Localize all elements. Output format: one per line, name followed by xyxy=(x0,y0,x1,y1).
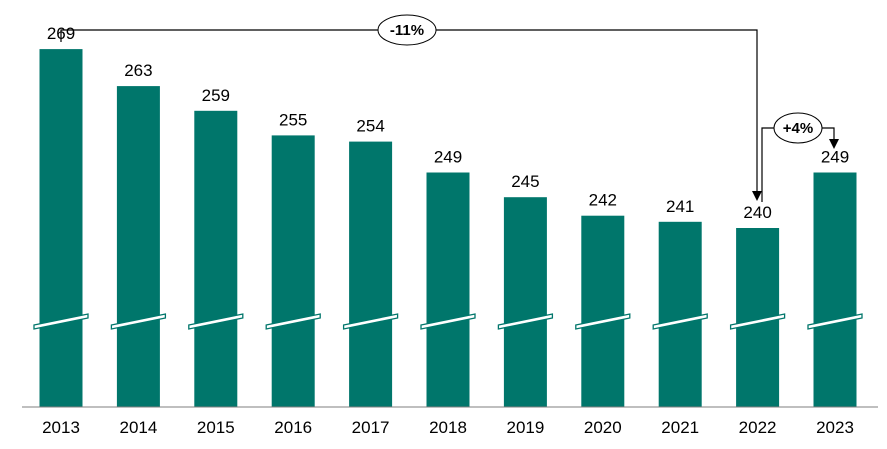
axis-break-2015 xyxy=(188,313,244,330)
axis-break-2014 xyxy=(110,313,167,330)
x-tick-2016: 2016 xyxy=(274,418,312,437)
axis-break-2018 xyxy=(420,313,476,330)
x-tick-2023: 2023 xyxy=(816,418,854,437)
bar-2020 xyxy=(581,215,625,407)
axis-break-2013 xyxy=(33,313,89,330)
axis-break-marks xyxy=(33,313,863,330)
arrow-head-2023 xyxy=(829,139,839,149)
change-pill-short xyxy=(773,112,823,144)
axis-break-2019 xyxy=(497,313,554,330)
value-label-2019: 245 xyxy=(511,172,539,191)
x-tick-2019: 2019 xyxy=(506,418,544,437)
x-tick-2013: 2013 xyxy=(42,418,80,437)
axis-break-2021 xyxy=(652,313,708,330)
bar-2019 xyxy=(503,197,547,407)
bar-2021 xyxy=(658,221,702,407)
x-tick-2017: 2017 xyxy=(352,418,390,437)
x-tick-2021: 2021 xyxy=(661,418,699,437)
value-label-2016: 255 xyxy=(279,110,307,129)
x-tick-2022: 2022 xyxy=(739,418,777,437)
bars-group xyxy=(39,49,857,408)
connector-2013-2022 xyxy=(60,29,758,193)
value-label-2015: 259 xyxy=(202,86,230,105)
axis-break-2022 xyxy=(729,313,786,330)
value-label-2023: 249 xyxy=(821,148,849,167)
bar-2016 xyxy=(271,135,315,407)
value-label-2021: 241 xyxy=(666,197,694,216)
bar-2015 xyxy=(194,110,238,408)
value-label-2022: 240 xyxy=(743,203,771,222)
x-tick-2015: 2015 xyxy=(197,418,235,437)
arrow-head-2022 xyxy=(752,191,762,201)
x-tick-2014: 2014 xyxy=(119,418,157,437)
value-label-2017: 254 xyxy=(356,117,384,136)
annotation-change-2022-2023: +4% xyxy=(761,112,839,202)
bar-2013 xyxy=(39,49,83,407)
axis-break-2017 xyxy=(342,313,399,330)
bar-2014 xyxy=(116,86,160,407)
bar-2023 xyxy=(813,172,857,407)
annotation-change-2013-2022: -11% xyxy=(60,14,762,201)
axis-break-2023 xyxy=(807,313,863,330)
change-label-short: +4% xyxy=(783,120,813,137)
axis-break-2020 xyxy=(575,313,631,330)
value-label-2020: 242 xyxy=(589,191,617,210)
x-tick-2018: 2018 xyxy=(429,418,467,437)
value-label-2018: 249 xyxy=(434,148,462,167)
change-label-long: -11% xyxy=(390,22,424,39)
value-label-2014: 263 xyxy=(124,61,152,80)
x-tick-2020: 2020 xyxy=(584,418,622,437)
bar-2017 xyxy=(349,141,393,407)
bar-2018 xyxy=(426,172,470,407)
axis-break-2016 xyxy=(265,313,321,330)
x-tick-labels-group: 2013 2014 2015 2016 2017 2018 2019 2020 2021 2022… xyxy=(42,418,854,437)
change-pill-long xyxy=(377,14,437,46)
